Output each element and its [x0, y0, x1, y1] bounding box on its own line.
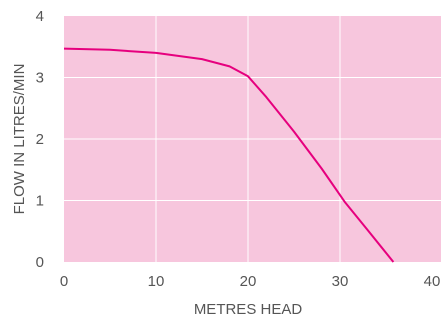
x-tick-label: 40: [424, 273, 441, 290]
series-line: [63, 47, 395, 263]
y-tick-label: 0: [36, 254, 44, 271]
y-tick-label: 4: [36, 8, 44, 25]
y-tick-label: 2: [36, 131, 44, 148]
gridlines: [64, 16, 441, 262]
x-tick-label: 0: [60, 273, 68, 290]
x-tick-label: 20: [240, 273, 257, 290]
x-axis-label: METRES HEAD: [194, 301, 303, 318]
tick-labels: 0 10 20 30 40 0 1 2 3 4: [36, 8, 441, 290]
y-axis-label: FLOW IN LITRES/MIN: [11, 64, 28, 215]
x-tick-label: 30: [332, 273, 349, 290]
y-tick-label: 3: [36, 70, 44, 87]
x-tick-label: 10: [148, 273, 165, 290]
y-tick-label: 1: [36, 193, 44, 210]
